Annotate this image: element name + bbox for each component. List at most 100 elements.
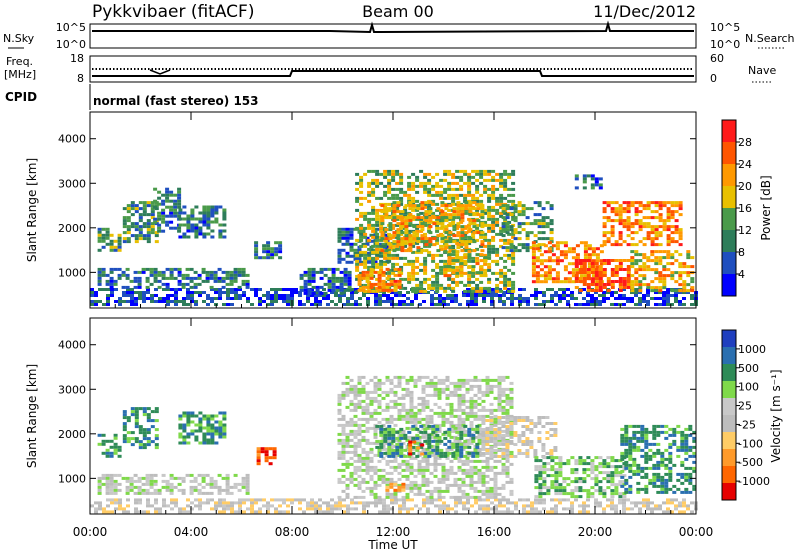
echo-cell xyxy=(467,265,472,269)
echo-cell xyxy=(602,271,607,274)
echo-cell xyxy=(278,256,283,260)
echo-cell xyxy=(666,213,671,217)
echo-cell xyxy=(453,477,458,481)
echo-cell xyxy=(443,286,448,290)
echo-cell xyxy=(396,234,401,238)
echo-cell xyxy=(217,279,222,283)
echo-cell xyxy=(460,225,465,229)
echo-cell xyxy=(642,262,647,266)
echo-cell xyxy=(387,187,392,191)
echo-cell xyxy=(357,495,362,499)
echo-cell xyxy=(125,488,130,492)
echo-cell xyxy=(210,438,215,442)
echo-cell xyxy=(347,285,352,289)
echo-cell xyxy=(258,510,262,514)
echo-cell xyxy=(106,294,110,297)
echo-cell xyxy=(431,175,436,179)
echo-cell xyxy=(451,271,456,275)
echo-cell xyxy=(459,169,464,173)
echo-cell xyxy=(353,444,358,448)
echo-cell xyxy=(465,495,470,499)
echo-cell xyxy=(319,267,324,271)
echo-cell xyxy=(444,228,449,232)
echo-cell xyxy=(397,285,402,289)
echo-cell xyxy=(369,399,374,403)
echo-cell xyxy=(400,240,405,244)
echo-cell xyxy=(417,438,422,442)
echo-cell xyxy=(133,473,138,477)
echo-cell xyxy=(222,411,227,415)
echo-cell xyxy=(399,187,404,191)
echo-cell xyxy=(422,300,426,303)
echo-cell xyxy=(397,396,402,400)
echo-cell xyxy=(206,297,210,300)
echo-cell xyxy=(436,207,441,211)
echo-cell xyxy=(457,495,462,499)
echo-cell xyxy=(241,279,246,283)
echo-cell xyxy=(477,435,482,439)
echo-cell xyxy=(169,226,174,230)
echo-cell xyxy=(650,286,655,290)
echo-cell xyxy=(487,277,492,281)
echo-cell xyxy=(117,242,122,246)
echo-cell xyxy=(214,420,219,424)
echo-cell xyxy=(502,504,506,508)
echo-cell xyxy=(437,462,442,466)
echo-cell xyxy=(218,205,223,209)
echo-cell xyxy=(415,256,420,260)
echo-cell xyxy=(374,294,378,297)
echo-cell xyxy=(137,485,142,489)
echo-cell xyxy=(662,510,666,514)
echo-cell xyxy=(622,201,627,205)
echo-cell xyxy=(501,225,506,229)
echo-cell xyxy=(341,227,346,231)
echo-cell xyxy=(355,253,360,257)
echo-cell xyxy=(347,282,352,286)
echo-cell xyxy=(385,390,390,394)
echo-cell xyxy=(499,205,504,209)
echo-cell xyxy=(407,262,412,266)
echo-cell xyxy=(578,280,583,283)
echo-cell xyxy=(456,222,461,226)
echo-cell xyxy=(501,234,506,238)
echo-cell xyxy=(266,510,270,514)
echo-cell xyxy=(463,256,468,260)
echo-cell xyxy=(642,253,647,257)
echo-cell xyxy=(587,256,592,260)
echo-cell xyxy=(594,498,598,502)
echo-cell xyxy=(345,390,350,394)
echo-cell xyxy=(420,240,425,244)
echo-cell xyxy=(367,283,372,287)
echo-cell xyxy=(193,270,198,274)
echo-cell xyxy=(399,178,404,182)
echo-cell xyxy=(550,294,554,297)
echo-cell xyxy=(110,498,114,502)
echo-cell xyxy=(362,507,366,511)
echo-cell xyxy=(109,276,114,280)
echo-cell xyxy=(241,485,246,489)
echo-cell xyxy=(505,456,510,460)
echo-cell xyxy=(353,423,358,427)
echo-cell xyxy=(425,483,430,487)
echo-cell xyxy=(417,378,422,382)
echo-cell xyxy=(670,231,675,235)
echo-cell xyxy=(217,473,222,477)
echo-cell xyxy=(341,450,346,454)
colorbar-block xyxy=(722,208,736,230)
echo-cell xyxy=(583,274,588,278)
echo-cell xyxy=(190,217,195,221)
echo-cell xyxy=(400,225,405,229)
echo-cell xyxy=(422,504,426,508)
echo-cell xyxy=(375,241,380,245)
echo-cell xyxy=(377,288,382,292)
echo-cell xyxy=(202,501,206,505)
echo-cell xyxy=(423,220,428,224)
echo-cell xyxy=(489,420,494,424)
echo-cell xyxy=(377,381,382,385)
echo-cell xyxy=(405,474,410,478)
echo-cell xyxy=(377,276,382,280)
echo-cell xyxy=(433,453,438,457)
echo-cell xyxy=(630,501,634,505)
echo-cell xyxy=(503,178,508,182)
echo-cell xyxy=(583,256,588,260)
